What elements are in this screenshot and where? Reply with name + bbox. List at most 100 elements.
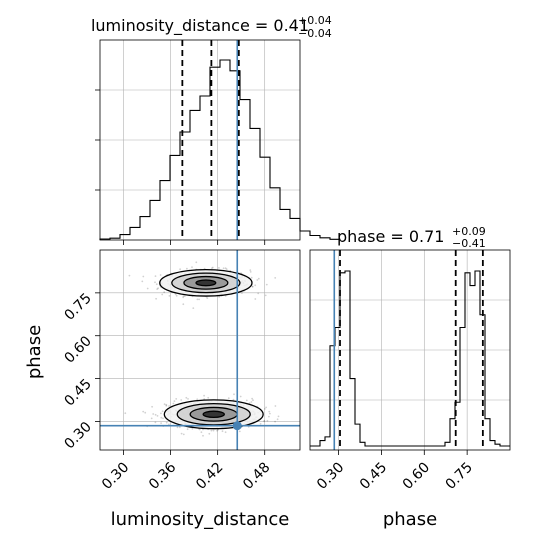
xlabel-phase: phase [383,509,437,530]
sample-point [142,410,145,413]
sample-point [252,399,254,402]
sample-point [155,283,158,286]
sample-point [218,267,220,269]
sample-point [195,261,198,264]
sample-point [256,279,259,281]
sample-point [203,394,206,397]
sample-point [174,293,177,296]
frame-top [99,39,301,241]
sample-point [175,294,178,297]
sample-point [251,397,254,400]
xticklabel-ld-3: 0.48 [240,460,273,493]
sample-point [198,428,201,431]
sample-point [160,412,162,415]
sample-point [264,294,267,297]
sample-point [266,419,269,422]
sample-point [186,428,189,431]
sample-point [168,405,171,407]
sample-point [202,428,204,431]
sample-point [196,398,199,401]
sample-point [176,426,179,429]
sample-point [161,410,164,413]
xticklabel-phase-3: 0.75 [443,460,476,493]
sample-point [259,422,262,425]
sample-point [218,296,221,298]
sample-point [227,397,230,400]
sample-point [233,393,235,396]
sample-point [250,401,253,403]
sample-point [124,412,127,415]
sample-point [183,295,186,297]
sample-point [198,298,201,301]
sample-point [221,430,224,433]
sample-point [186,267,188,270]
sample-point [224,267,227,270]
contour-1-3 [202,410,225,419]
sample-point [239,395,242,398]
title-luminosity-distance: luminosity_distance = 0.41 [91,16,309,36]
title-phase: phase = 0.71 [337,227,444,246]
sample-point [274,420,276,423]
sample-point [210,429,213,432]
sample-point [165,403,168,406]
sample-point [265,406,267,409]
sample-point [182,433,185,436]
sample-point [162,417,164,420]
sample-point [265,283,268,286]
xticklabel-ld-0: 0.30 [99,460,132,493]
hist-luminosity-distance [95,39,341,245]
sample-point [179,268,182,271]
sample-point [144,411,147,414]
contour-0-3 [195,279,217,287]
sample-point [257,292,260,295]
truth-marker [232,421,242,431]
xlabel-luminosity-distance: luminosity_distance [111,509,290,530]
sample-point [156,415,159,417]
sample-point [163,291,166,294]
sample-point [200,431,203,434]
title-ld-sup: +0.04 [298,14,332,27]
sample-point [276,418,279,421]
sample-point [225,268,228,270]
sample-point [251,285,254,288]
sample-point [206,297,209,299]
sample-point [154,413,157,416]
yticklabel-phase-2: 0.60 [61,333,94,366]
hist-phase-step [310,270,510,447]
sample-point [212,429,215,432]
sample-point [165,421,168,424]
sample-point [274,277,277,279]
sample-point [207,396,210,399]
sample-point [202,434,204,437]
title-phase-sub: −0.41 [452,237,486,250]
sample-point [192,307,195,309]
xticklabel-phase-1: 0.45 [357,460,390,493]
sample-point [155,297,158,300]
sample-point [160,422,163,424]
sample-point [248,402,251,404]
sample-point [142,275,145,278]
sample-point [152,413,155,415]
sample-point [178,426,181,429]
sample-point [154,281,156,284]
title-phase-sup: +0.09 [452,225,486,238]
sample-point [191,266,193,268]
sample-point [187,398,189,400]
sample-point [161,293,164,296]
sample-point [245,399,248,402]
sample-point [211,266,214,269]
sample-point [154,421,157,424]
title-ld-sub: −0.04 [298,27,332,40]
sample-point [249,269,252,271]
yticklabel-phase-0: 0.30 [61,419,94,452]
yticklabel-phase-1: 0.45 [61,376,94,409]
frame-right [309,249,511,451]
sample-point [254,284,257,287]
xticklabel-phase-2: 0.60 [400,460,433,493]
sample-point [232,398,235,401]
sample-point [216,429,219,432]
sample-point [175,398,178,400]
sample-point [269,412,271,415]
sample-point [182,296,185,299]
